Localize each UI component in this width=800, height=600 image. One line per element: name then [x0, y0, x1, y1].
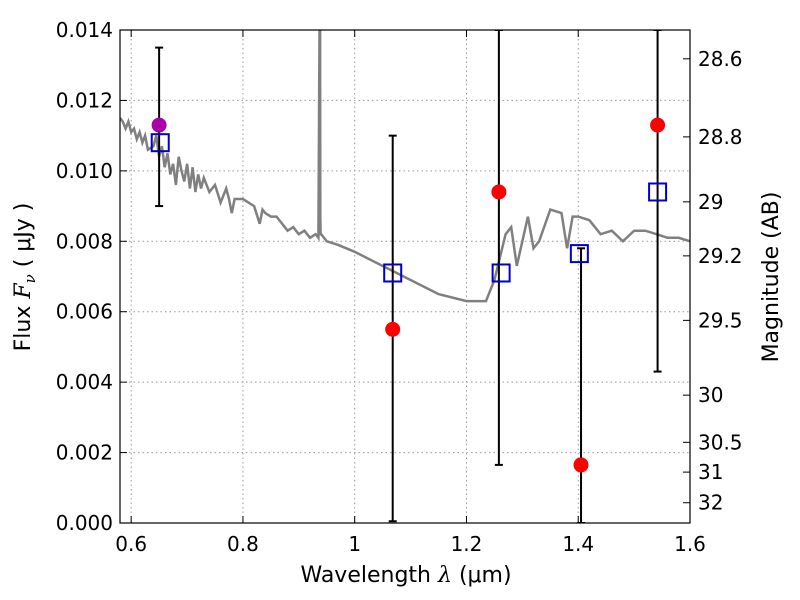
y2-tick-label: 30.5 [698, 430, 743, 454]
model-flux-square [150, 133, 170, 153]
model-flux-squares [150, 133, 668, 283]
plot-area [120, 30, 690, 523]
x-tick-label: 0.6 [115, 532, 147, 556]
model-flux-square [569, 244, 589, 264]
y-tick-label: 0.014 [56, 18, 113, 42]
x-tick-label: 1.4 [562, 532, 594, 556]
y2-tick-label: 29.5 [698, 308, 743, 332]
model-flux-square [383, 263, 403, 283]
y2-tick-label: 32 [698, 491, 723, 515]
y-tick-label: 0.004 [56, 370, 113, 394]
plot-frame [119, 29, 691, 524]
x-axis-ticks: 0.6 0.8 1 1.2 1.4 1.6 [115, 30, 706, 556]
observed-points [151, 117, 666, 473]
y2-axis-ticks: 28.6 28.8 29 29.2 29.5 30 30.5 31 32 [683, 47, 743, 515]
y-tick-label: 0.008 [56, 229, 113, 253]
x-axis-label: Wavelength λ (μm) [300, 563, 511, 588]
y2-tick-label: 31 [698, 460, 723, 484]
y-tick-label: 0.002 [56, 441, 113, 465]
y2-tick-label: 29.2 [698, 244, 743, 268]
x-tick-label: 1.2 [451, 532, 483, 556]
observed-point [385, 321, 401, 337]
observed-point [491, 184, 507, 200]
y-tick-label: 0.012 [56, 88, 113, 112]
model-flux-square [491, 263, 511, 283]
error-bar [577, 247, 586, 523]
y-axis-ticks: 0.000 0.002 0.004 0.006 0.008 0.010 0.012 0.014 [56, 18, 127, 535]
y2-tick-label: 28.6 [698, 47, 743, 71]
y2-tick-label: 28.8 [698, 125, 743, 149]
model-spectrum-line [120, 30, 690, 303]
y-axis-label: Flux Fν ( μJy ) [11, 203, 39, 352]
y2-axis-label: Magnitude (AB) [759, 192, 784, 363]
y-tick-label: 0.010 [56, 159, 113, 183]
observed-point [650, 117, 666, 133]
y-tick-label: 0.006 [56, 300, 113, 324]
x-tick-label: 1.6 [674, 532, 706, 556]
y2-tick-label: 29 [698, 190, 723, 214]
x-tick-label: 1 [348, 532, 361, 556]
x-tick-label: 0.8 [227, 532, 259, 556]
observed-point [151, 117, 167, 133]
error-bar [494, 30, 503, 466]
model-flux-square [648, 182, 668, 202]
error-bars [155, 30, 662, 523]
observed-point [573, 457, 589, 473]
y2-tick-label: 30 [698, 383, 723, 407]
y-tick-label: 0.000 [56, 511, 113, 535]
